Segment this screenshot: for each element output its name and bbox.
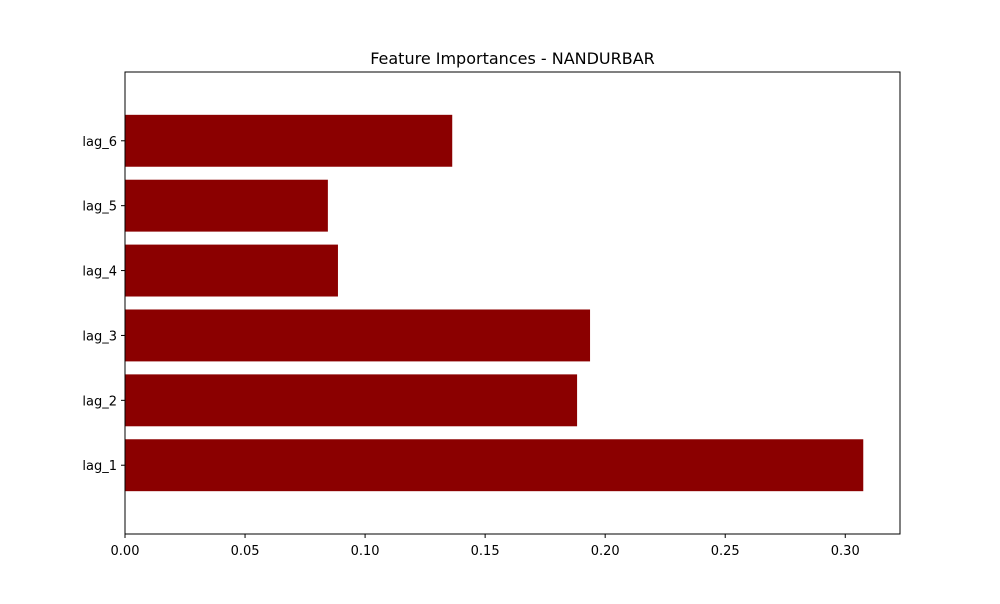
x-tick-label-4: 0.20 — [591, 544, 620, 559]
y-tick-label-lag_2: lag_2 — [82, 394, 117, 409]
y-tick-label-lag_3: lag_3 — [82, 329, 117, 344]
bars-layer — [125, 114, 864, 492]
y-tick-label-lag_4: lag_4 — [82, 265, 117, 280]
axes-layer: lag_1 lag_2 lag_3 lag_4 lag_5 lag_6 0.00 0.05 0.… — [82, 135, 859, 559]
bar-lag_6 — [125, 114, 453, 167]
bar-lag_5 — [125, 179, 328, 232]
x-tick-label-1: 0.05 — [231, 544, 260, 559]
x-tick-label-2: 0.10 — [351, 544, 380, 559]
bar-lag_4 — [125, 244, 338, 297]
chart-title: Feature Importances - NANDURBAR — [370, 49, 655, 68]
y-tick-label-lag_5: lag_5 — [82, 200, 117, 215]
x-tick-label-5: 0.25 — [711, 544, 740, 559]
bar-lag_2 — [125, 374, 578, 427]
x-tick-label-0: 0.00 — [111, 544, 140, 559]
y-tick-label-lag_6: lag_6 — [82, 135, 117, 150]
bar-lag_3 — [125, 309, 591, 362]
plot-frame — [124, 71, 901, 535]
bar-lag_1 — [125, 439, 864, 492]
x-tick-label-6: 0.30 — [831, 544, 860, 559]
x-tick-label-3: 0.15 — [471, 544, 500, 559]
y-tick-label-lag_1: lag_1 — [82, 459, 117, 474]
